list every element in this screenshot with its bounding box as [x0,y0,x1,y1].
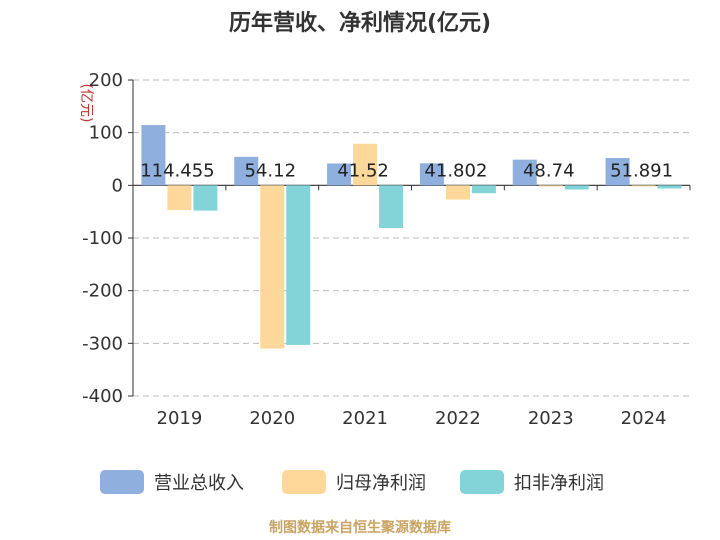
data-label-revenue-2021: 41.52 [337,160,389,181]
bar-net-profit-2020 [260,185,285,349]
y-tick-label: 0 [112,175,123,196]
bar-net-profit-2021 [353,143,378,186]
data-labels: 114.455 54.12 41.52 41.802 48.74 51.891 [140,160,673,181]
bar-revenue-2024 [605,158,630,186]
y-tick-label: -400 [82,386,123,407]
bar-net-profit-2019 [167,185,192,211]
bar-revenue-2019 [141,125,166,186]
bar-net-profit-2024 [631,185,656,187]
x-tick-label: 2022 [435,408,481,429]
legend-label: 营业总收入 [154,473,244,494]
bar-deducted-profit-2023 [564,185,589,190]
bar-net-profit-2023 [538,185,563,187]
x-tick-label: 2023 [528,408,574,429]
bar-deducted-profit-2024 [657,185,682,189]
source-note: 制图数据来自恒生聚源数据库 [269,519,451,536]
bar-deducted-profit-2021 [379,185,404,228]
y-tick-label: 100 [89,123,123,144]
y-axis-label: (亿元) [78,84,94,123]
x-tick-label: 2024 [621,408,667,429]
bar-revenue-2023 [512,159,537,186]
data-label-revenue-2024: 51.891 [610,160,673,181]
data-label-revenue-2023: 48.74 [523,160,575,181]
chart-title: 历年营收、净利情况(亿元) [229,10,491,36]
axes: 200 100 0 -100 -200 -300 -400 2019 2020 2021 2022 2… [82,70,691,429]
legend-swatch [282,470,326,494]
x-tick-label: 2021 [342,408,388,429]
x-tick-label: 2019 [157,408,203,429]
bar-deducted-profit-2019 [193,185,218,211]
y-tick-label: -100 [82,228,123,249]
legend-label: 归母净利润 [336,473,426,494]
y-tick-label: -200 [82,281,123,302]
bar-deducted-profit-2022 [471,185,496,194]
bar-deducted-profit-2020 [286,185,311,345]
data-label-revenue-2022: 41.802 [424,160,487,181]
data-label-revenue-2019: 114.455 [140,160,214,181]
y-tick-label: 200 [89,70,123,91]
bar-revenue-2022 [419,163,444,186]
bars [141,125,682,349]
legend-label: 扣非净利润 [514,473,604,494]
y-tick-label: -300 [82,333,123,354]
grid-lines [133,79,690,397]
bar-revenue-2020 [234,156,259,186]
legend-swatch [460,470,504,494]
bar-revenue-2021 [327,163,352,186]
data-label-revenue-2020: 54.12 [244,160,296,181]
legend: 营业总收入 归母净利润 扣非净利润 [100,470,604,494]
x-tick-label: 2020 [249,408,295,429]
legend-swatch [100,470,144,494]
bar-net-profit-2022 [445,185,470,200]
